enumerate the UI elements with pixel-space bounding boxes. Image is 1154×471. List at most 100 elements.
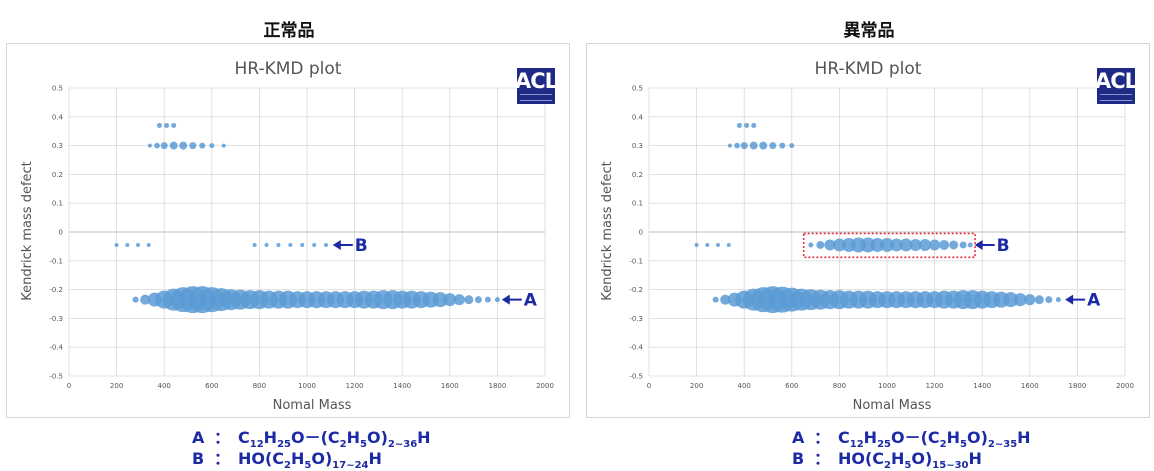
y-tick-label: 0 bbox=[59, 229, 63, 237]
formula-sub: 2~36 bbox=[387, 439, 418, 451]
x-axis-label: Nomal Mass bbox=[273, 398, 352, 413]
logo-stripe bbox=[1100, 94, 1132, 101]
data-point bbox=[147, 143, 152, 148]
formula-colon: ： bbox=[214, 449, 231, 468]
data-point bbox=[484, 296, 491, 303]
chart-panel-normal: 正常品 HR-KMD plot Kendrick mass defect Nom… bbox=[6, 0, 572, 471]
x-tick-label: 1200 bbox=[926, 382, 944, 390]
formula-sub: 12 bbox=[249, 439, 264, 451]
data-point bbox=[154, 142, 160, 149]
data-point bbox=[288, 242, 293, 247]
data-point bbox=[164, 122, 170, 128]
formula-sub: 17~24 bbox=[332, 460, 369, 471]
x-tick-label: 200 bbox=[690, 382, 703, 390]
data-point bbox=[824, 239, 836, 251]
acl-logo: ACL bbox=[1095, 68, 1138, 104]
formula-sub: 25 bbox=[277, 439, 291, 451]
y-tick-label: 0.3 bbox=[632, 142, 643, 150]
formula-part: H bbox=[891, 449, 905, 468]
data-point bbox=[156, 122, 162, 128]
y-tick-label: -0.1 bbox=[49, 257, 63, 265]
data-point bbox=[744, 122, 750, 128]
data-point bbox=[146, 242, 151, 247]
data-point bbox=[694, 242, 699, 247]
acl-logo: ACL bbox=[514, 68, 558, 104]
formula-a-letter: A bbox=[792, 428, 805, 447]
formula-sub: 2 bbox=[939, 439, 947, 451]
data-point bbox=[749, 141, 758, 150]
data-point bbox=[189, 142, 197, 150]
y-tick-label: -0.3 bbox=[629, 315, 643, 323]
formula-part: O) bbox=[311, 449, 333, 468]
annotation-label: B bbox=[355, 236, 368, 256]
x-tick-label: 400 bbox=[158, 382, 171, 390]
formula-part: O－(C bbox=[290, 428, 340, 447]
data-point bbox=[300, 242, 305, 247]
formula-colon: ： bbox=[814, 449, 831, 468]
formula-b: B： HO(C2H5O)17~24H bbox=[192, 445, 382, 471]
formula-colon: ： bbox=[814, 428, 831, 447]
annotation-arrow-head bbox=[332, 239, 341, 250]
formula-part: H bbox=[263, 428, 278, 447]
x-tick-label: 2000 bbox=[1116, 382, 1134, 390]
data-point bbox=[494, 297, 500, 303]
formula-part: H bbox=[417, 428, 431, 447]
x-tick-label: 1000 bbox=[298, 382, 316, 390]
y-tick-label: -0.2 bbox=[629, 286, 643, 294]
x-tick-label: 0 bbox=[67, 382, 71, 390]
data-point bbox=[716, 242, 721, 247]
data-point bbox=[443, 293, 457, 307]
annotation-label: A bbox=[524, 291, 538, 311]
formula-part: H bbox=[1017, 428, 1031, 447]
data-point bbox=[899, 238, 913, 252]
data-point bbox=[1003, 292, 1019, 308]
data-point bbox=[740, 142, 748, 150]
formula-part: H bbox=[346, 428, 361, 447]
data-point bbox=[324, 242, 329, 247]
data-point bbox=[734, 142, 740, 149]
data-point bbox=[736, 122, 742, 128]
chart-title: HR-KMD plot bbox=[815, 59, 922, 79]
logo-stripe bbox=[520, 94, 552, 101]
data-point bbox=[432, 292, 448, 308]
annotation-arrow-head bbox=[501, 294, 510, 305]
data-point bbox=[880, 237, 894, 252]
data-point bbox=[949, 240, 959, 250]
formula-part: H bbox=[968, 449, 982, 468]
y-tick-label: -0.4 bbox=[49, 344, 63, 352]
formula-sub: 5 bbox=[960, 439, 967, 451]
y-tick-label: -0.1 bbox=[629, 257, 643, 265]
annotation-label: A bbox=[1087, 291, 1101, 311]
data-point bbox=[453, 294, 465, 306]
formula-sub: 15~30 bbox=[932, 460, 969, 471]
logo-text: ACL bbox=[514, 69, 558, 93]
formula-part: C bbox=[838, 428, 850, 447]
data-point bbox=[221, 143, 226, 148]
y-tick-label: -0.5 bbox=[49, 373, 63, 381]
formula-sub: 2 bbox=[884, 460, 892, 471]
data-point bbox=[171, 122, 177, 128]
y-tick-label: 0 bbox=[639, 229, 643, 237]
y-tick-label: 0.3 bbox=[52, 142, 63, 150]
data-point bbox=[1034, 295, 1044, 305]
data-point bbox=[726, 242, 731, 247]
data-point bbox=[199, 142, 206, 149]
kmd-scatter-chart: HR-KMD plot Kendrick mass defect Nomal M… bbox=[600, 59, 1134, 413]
formula-part: O) bbox=[911, 449, 933, 468]
data-point bbox=[832, 238, 846, 252]
data-point bbox=[132, 296, 139, 303]
data-point bbox=[727, 143, 732, 148]
data-point bbox=[1045, 296, 1053, 304]
data-point bbox=[1055, 297, 1061, 303]
y-tick-label: 0.2 bbox=[52, 171, 63, 179]
data-point bbox=[808, 242, 814, 248]
x-tick-label: 1600 bbox=[441, 382, 459, 390]
formula-sub: 5 bbox=[360, 439, 367, 451]
annotation-label: B bbox=[997, 236, 1010, 256]
y-tick-label: -0.5 bbox=[629, 373, 643, 381]
x-axis-label: Nomal Mass bbox=[853, 398, 932, 413]
chart-frame: HR-KMD plot Kendrick mass defect Nomal M… bbox=[586, 43, 1150, 418]
panel-title: 異常品 bbox=[843, 21, 895, 41]
formula-sub: 5 bbox=[904, 460, 912, 471]
data-point bbox=[712, 296, 719, 303]
